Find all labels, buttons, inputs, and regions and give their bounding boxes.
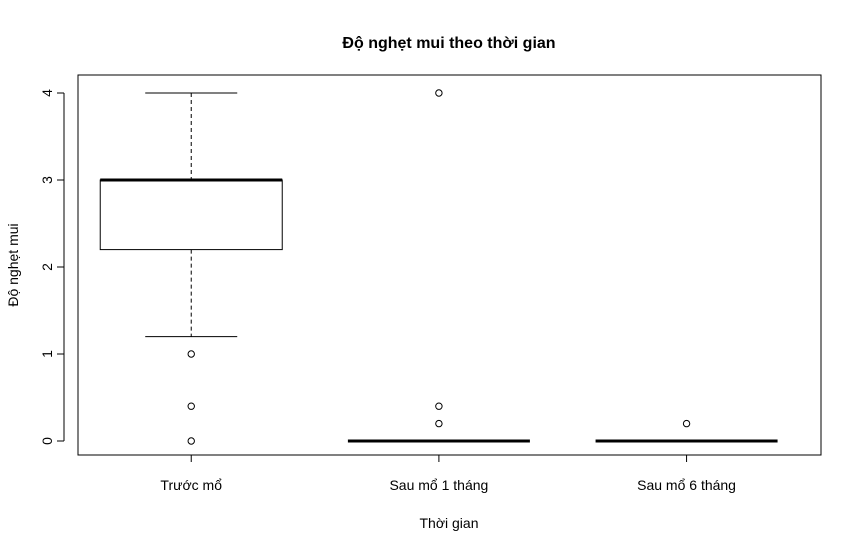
outlier-point	[187, 350, 195, 358]
x-axis-label: Thời gian	[420, 515, 479, 531]
outlier-point	[187, 402, 195, 410]
outlier-point	[435, 89, 443, 97]
x-tick-label: Sau mổ 6 tháng	[637, 477, 736, 493]
y-axis: 0 1 2 3 4	[39, 89, 65, 445]
y-tick-label: 1	[39, 350, 55, 358]
boxes	[99, 89, 778, 445]
box-group	[347, 89, 530, 443]
y-tick-label: 3	[39, 176, 55, 184]
box-group	[99, 92, 283, 445]
plot-area-frame	[77, 74, 822, 456]
y-tick-label: 4	[39, 89, 55, 97]
y-axis-label: Độ nghẹt mui	[5, 223, 21, 306]
y-tick-label: 2	[39, 263, 55, 271]
chart-title: Độ nghẹt mui theo thời gian	[342, 35, 555, 52]
x-axis: Trước mổ Sau mổ 1 tháng Sau mổ 6 tháng	[160, 454, 736, 493]
box-group	[595, 419, 778, 443]
outlier-point	[682, 419, 691, 428]
x-tick-label: Trước mổ	[160, 477, 222, 493]
outlier-point	[435, 419, 443, 428]
x-tick-label: Sau mổ 1 tháng	[389, 477, 488, 493]
outlier-point	[187, 437, 195, 445]
box-iqr	[99, 179, 283, 251]
outlier-point	[435, 402, 443, 410]
y-tick-label: 0	[39, 437, 55, 445]
